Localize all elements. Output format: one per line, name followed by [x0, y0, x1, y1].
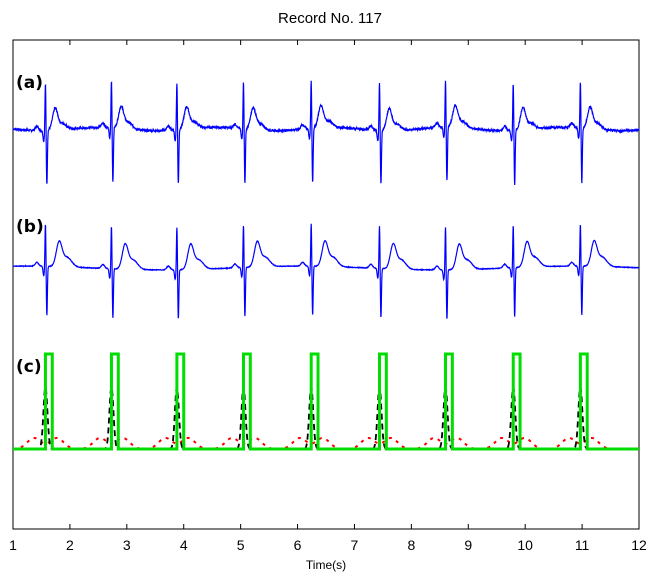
plot-frame: [13, 40, 639, 529]
ecg-trace-filtered: [13, 224, 639, 319]
x-tick-label: 8: [407, 537, 415, 553]
panel-label-a: (a): [16, 73, 43, 93]
x-tick-label: 4: [180, 537, 188, 553]
x-tick-label: 5: [237, 537, 245, 553]
x-tick-label: 9: [464, 537, 472, 553]
x-tick-label: 2: [66, 537, 74, 553]
chart-title: Record No. 117: [278, 10, 382, 27]
x-tick-label: 7: [351, 537, 359, 553]
panel-label-c: (c): [16, 357, 42, 377]
traces: [13, 81, 639, 449]
ecg-trace-raw: [13, 81, 639, 185]
x-tick-label: 10: [517, 537, 533, 553]
panel-label-b: (b): [16, 217, 44, 237]
x-tick-label: 6: [294, 537, 302, 553]
feature-trace: [13, 387, 639, 449]
x-tick-label: 3: [123, 537, 131, 553]
detection-pulse-trace: [13, 354, 639, 449]
x-tick-label: 1: [9, 537, 17, 553]
x-axis: 1 2 3 4 5 6 7 8 9 10 11 12: [9, 40, 647, 553]
x-tick-label: 11: [575, 537, 590, 553]
x-tick-label: 12: [631, 537, 647, 553]
x-axis-label: Time(s): [306, 558, 346, 572]
